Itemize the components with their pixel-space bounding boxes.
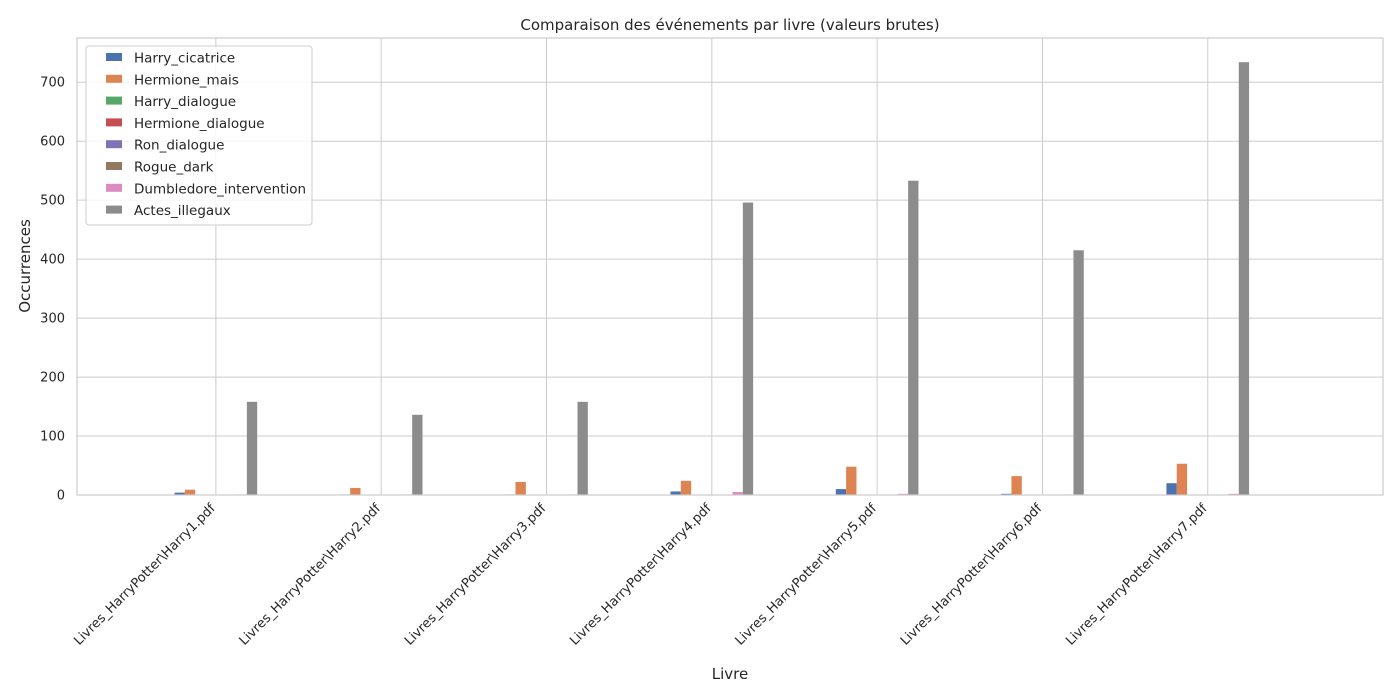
- y-tick-label: 200: [40, 371, 65, 386]
- bar-hermione-mais: [350, 487, 361, 495]
- legend-entry: Hermione_dialogue: [134, 116, 265, 132]
- y-tick-label: 500: [40, 194, 65, 209]
- bar-actes-illegaux: [1238, 62, 1250, 496]
- bar-hermione-mais: [515, 482, 526, 495]
- bar-hermione-mais: [184, 489, 196, 495]
- legend-swatch: [106, 118, 122, 127]
- bar-harry-cicatrice: [174, 492, 185, 495]
- y-tick-label: 700: [40, 76, 65, 91]
- legend-swatch: [106, 74, 122, 83]
- y-axis-label: Occurrences: [16, 219, 34, 313]
- legend-entry: Harry_cicatrice: [134, 51, 235, 67]
- bar-harry-cicatrice: [1166, 483, 1177, 495]
- bar-actes-illegaux: [908, 180, 919, 495]
- bar-harry-cicatrice: [670, 491, 681, 495]
- legend-swatch: [106, 183, 122, 192]
- y-tick-label: 300: [40, 312, 65, 327]
- legend-swatch: [106, 162, 122, 170]
- legend: Harry_cicatrice Hermione_mais Harry_dialog…: [85, 45, 313, 226]
- x-axis-label: Livre: [712, 665, 748, 683]
- y-tick-label: 100: [40, 430, 65, 445]
- bar-dumbledore-intervention: [732, 492, 743, 495]
- bar-actes-illegaux: [577, 401, 588, 495]
- y-tick-labels: 0 100 200 300 400 500 600 700: [40, 76, 65, 504]
- bar-hermione-mais: [846, 466, 857, 495]
- bar-actes-illegaux: [246, 401, 258, 495]
- bar-hermione-mais: [1011, 476, 1022, 495]
- legend-swatch: [106, 96, 122, 105]
- legend-swatch: [106, 140, 122, 149]
- bar-hermione-mais: [1176, 463, 1188, 495]
- legend-entry: Hermione_mais: [134, 72, 239, 88]
- legend-entry: Harry_dialogue: [134, 94, 236, 110]
- legend-swatch: [106, 53, 122, 61]
- chart-title: Comparaison des événements par livre (va…: [520, 16, 939, 34]
- y-tick-label: 0: [57, 489, 65, 504]
- bar-hermione-mais: [680, 480, 692, 495]
- y-tick-label: 600: [40, 135, 65, 150]
- bar-actes-illegaux: [1073, 250, 1084, 495]
- y-tick-label: 400: [40, 253, 65, 268]
- legend-entry: Ron_dialogue: [134, 138, 224, 154]
- legend-entry: Rogue_dark: [134, 160, 214, 176]
- bar-harry-cicatrice: [835, 489, 847, 495]
- legend-box: [85, 45, 313, 226]
- plot-frame: [76, 37, 1384, 496]
- bar-actes-illegaux: [412, 414, 423, 495]
- legend-entry: Dumbledore_intervention: [134, 181, 306, 197]
- bar-actes-illegaux: [742, 202, 754, 495]
- legend-entry: Actes_illegaux: [134, 203, 231, 219]
- legend-swatch: [106, 205, 122, 214]
